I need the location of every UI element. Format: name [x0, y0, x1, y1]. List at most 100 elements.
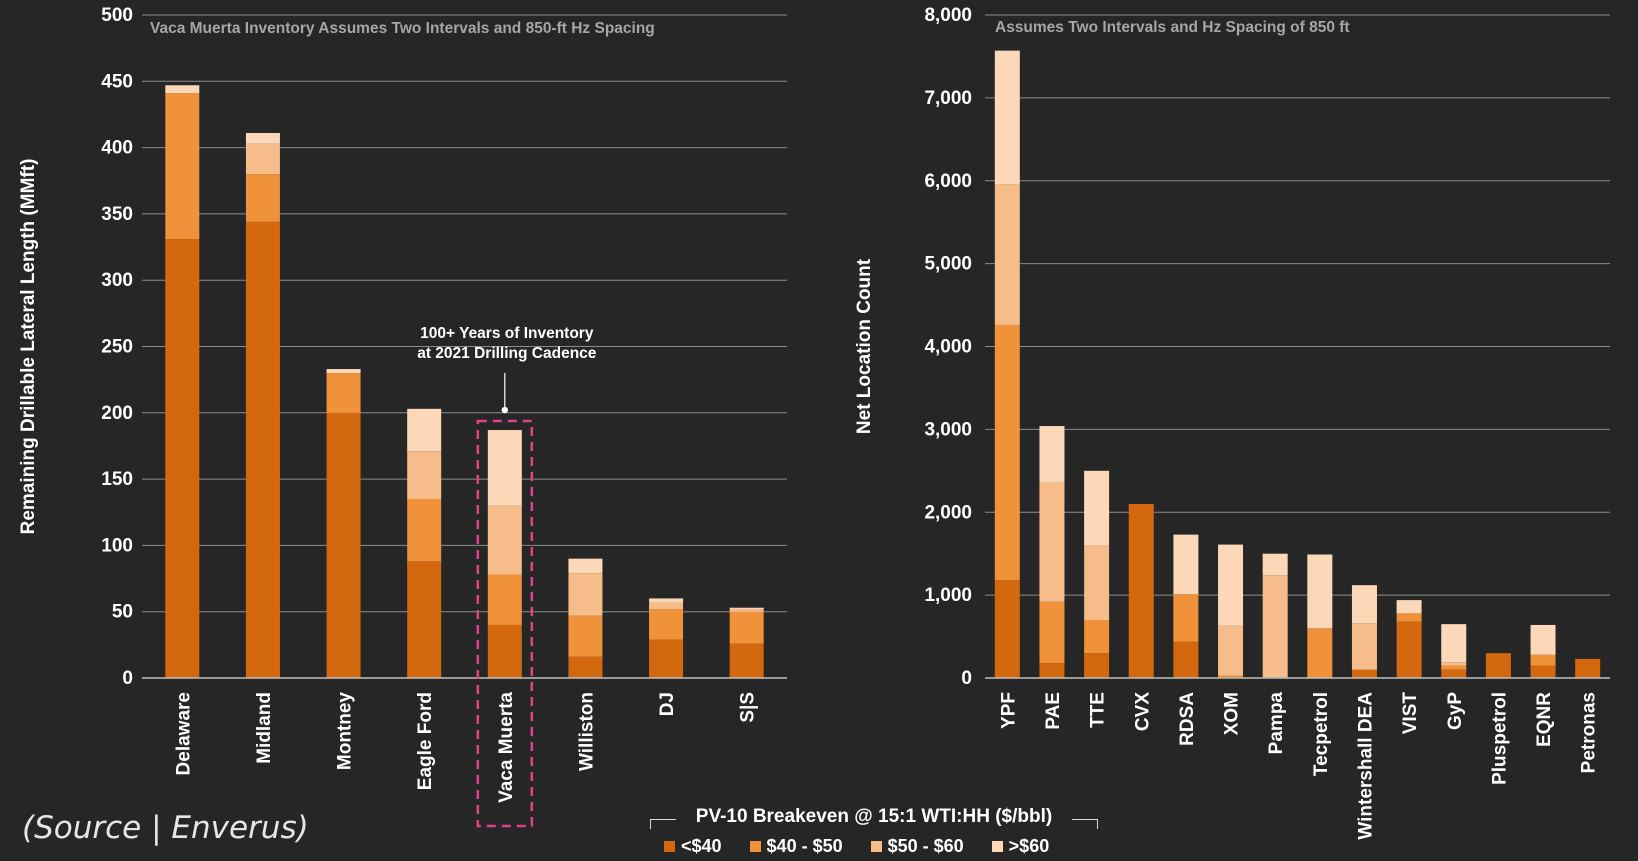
y-axis-title: Remaining Drillable Lateral Length (MMft… [18, 159, 39, 535]
bar-segment [245, 221, 280, 678]
bar-segment [487, 505, 522, 575]
y-tick-label: 7,000 [924, 88, 972, 109]
bar-segment [326, 373, 361, 413]
bar-segment [1530, 665, 1556, 678]
bar-segment [165, 93, 200, 240]
bar-segment [1441, 624, 1467, 663]
x-tick-label: PAE [1043, 692, 1064, 730]
bar-segment [1351, 669, 1377, 678]
bar-segment [1351, 585, 1377, 624]
x-tick-label: Pampa [1266, 692, 1287, 755]
bar-segment [1575, 658, 1601, 678]
bar-segment [1039, 601, 1065, 664]
bar-segment [165, 85, 200, 94]
bar-segment [1039, 482, 1065, 602]
annotation-text: 100+ Years of Inventory [420, 325, 594, 342]
x-tick-label: Montney [335, 692, 356, 771]
bar-segment [1084, 470, 1110, 546]
bar-segment [568, 615, 603, 657]
y-tick-label: 400 [101, 138, 133, 159]
bar-segment [1262, 553, 1288, 576]
bar-segment [1485, 653, 1511, 678]
x-tick-label: CVX [1132, 692, 1153, 731]
y-tick-label: 0 [961, 668, 972, 689]
bar-segment [1084, 653, 1110, 678]
y-tick-label: 250 [101, 337, 133, 358]
bar-segment [1218, 625, 1244, 676]
bar-segment [407, 408, 442, 452]
x-tick-label: Pluspetrol [1489, 692, 1510, 785]
x-tick-label: YPF [998, 692, 1019, 729]
legend-label: >$60 [1008, 836, 1050, 856]
legend-bracket-right-tick [1097, 819, 1098, 829]
bar-segment [729, 609, 764, 612]
bar-segment [994, 50, 1020, 185]
y-tick-label: 6,000 [924, 171, 972, 192]
x-tick-label: GyP [1445, 692, 1466, 730]
bar-segment [1441, 662, 1467, 666]
bar-segment [1173, 594, 1199, 642]
annotation-text: at 2021 Drilling Cadence [417, 345, 597, 362]
bar-segment [1173, 534, 1199, 595]
x-tick-label: Delaware [173, 692, 194, 775]
x-tick-label: Eagle Ford [415, 692, 436, 790]
bar-segment [1084, 545, 1110, 620]
y-tick-label: 450 [101, 71, 133, 92]
legend-swatch [870, 841, 882, 852]
bar-segment [1307, 554, 1333, 629]
bar-segment [649, 609, 684, 640]
legend-item: $40 - $50 [749, 836, 843, 857]
bar-segment [994, 580, 1020, 678]
x-tick-label: Petronas [1579, 692, 1600, 773]
x-tick-label: DJ [657, 692, 678, 716]
source-note: (Source | Enverus) [22, 810, 309, 846]
x-tick-label: VIST [1400, 692, 1421, 735]
legend-item: >$60 [991, 836, 1050, 857]
legend-title: PV-10 Breakeven @ 15:1 WTI:HH ($/bbl) [695, 806, 1053, 827]
bar-segment [407, 561, 442, 678]
bar-segment [1307, 628, 1333, 678]
legend-item: $50 - $60 [870, 836, 964, 857]
bar-segment [729, 643, 764, 678]
bar-segment [1084, 619, 1110, 654]
x-tick-label: RDSA [1177, 692, 1198, 746]
bar-segment [407, 498, 442, 562]
legend-bracket-left [650, 819, 676, 820]
y-axis-title: Net Location Count [854, 258, 875, 434]
bar-segment [245, 133, 280, 144]
x-tick-label: XOM [1222, 692, 1243, 735]
bar-segment [1441, 665, 1467, 670]
bar-segment [1039, 426, 1065, 483]
y-tick-label: 200 [101, 403, 133, 424]
bar-segment [568, 656, 603, 678]
y-tick-label: 1,000 [924, 585, 972, 606]
x-tick-label: Tecpetrol [1311, 692, 1332, 776]
y-tick-label: 5,000 [924, 254, 972, 275]
legend-label: $40 - $50 [766, 836, 843, 856]
legend-label: $50 - $60 [887, 836, 964, 856]
bar-segment [1396, 613, 1422, 622]
x-tick-label: EQNR [1534, 692, 1555, 747]
legend-bracket-right [1072, 819, 1098, 820]
bar-segment [326, 412, 361, 678]
y-tick-label: 50 [112, 602, 133, 623]
bar-segment [994, 324, 1020, 581]
bar-segment [1396, 600, 1422, 614]
y-tick-label: 300 [101, 270, 133, 291]
y-tick-label: 8,000 [924, 5, 972, 26]
legend-swatch [664, 841, 675, 852]
x-tick-label: Williston [576, 692, 597, 771]
bar-segment [1441, 669, 1467, 678]
y-tick-label: 2,000 [924, 502, 972, 523]
x-tick-label: S|S [738, 692, 759, 723]
bar-segment [1173, 641, 1199, 678]
legend: PV-10 Breakeven @ 15:1 WTI:HH ($/bbl) <$… [650, 806, 1098, 861]
x-tick-label: Vaca Muerta [496, 692, 517, 803]
legend-item: <$40 [664, 836, 722, 857]
bar-segment [1530, 654, 1556, 666]
bar-segment [649, 639, 684, 678]
x-tick-label: TTE [1088, 692, 1109, 728]
highlight-box [476, 419, 534, 828]
bar-segment [1530, 624, 1556, 655]
